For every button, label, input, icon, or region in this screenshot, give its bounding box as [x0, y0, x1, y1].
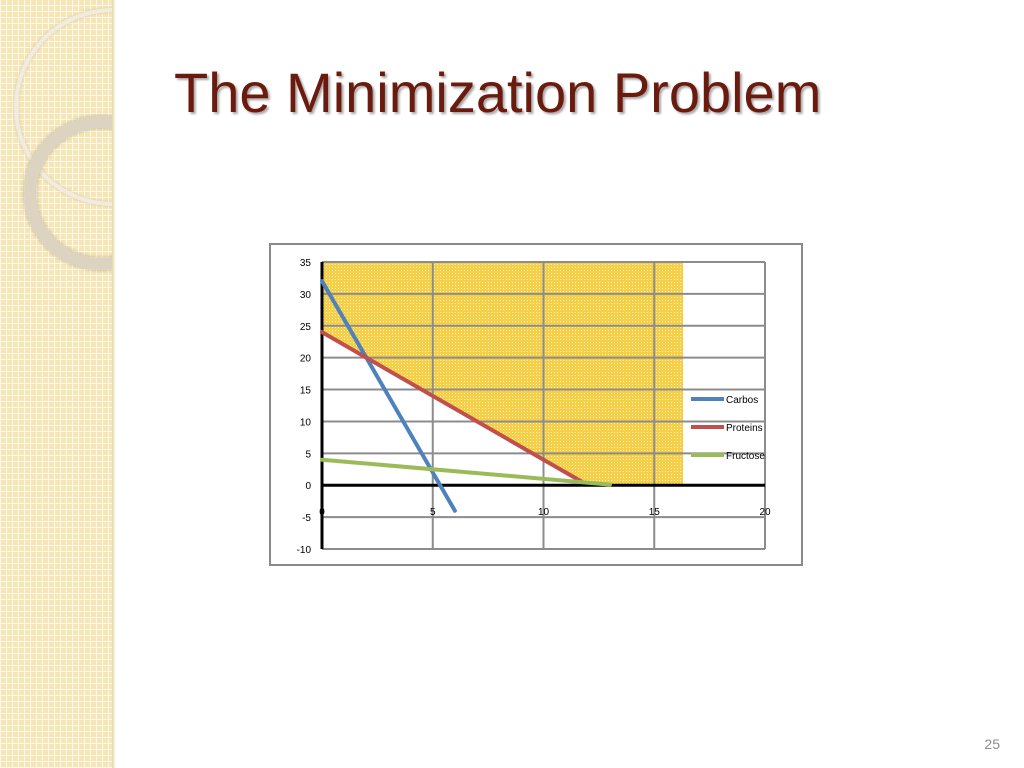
x-tick-label: 0: [319, 507, 325, 518]
legend-label-fructose: Fructose: [726, 451, 765, 462]
y-tick-label: 20: [300, 354, 312, 365]
x-tick-label: 15: [649, 507, 661, 518]
series-line-proteins: [320, 330, 584, 484]
side-panel-pattern: [0, 0, 112, 768]
y-tick-label: 10: [300, 417, 312, 428]
legend-label-proteins: Proteins: [726, 423, 763, 434]
series-line-carbos: [320, 279, 457, 513]
chart: 35 30 25 20 15 10 5 0 -5 -10 0 5 10 15 20 Carbos Protein…: [297, 258, 771, 556]
x-tick-label: 10: [538, 507, 550, 518]
feasible-region: [322, 262, 684, 486]
y-tick-label: 0: [305, 481, 311, 492]
y-tick-label: 15: [300, 386, 312, 397]
series-line-fructose: [320, 457, 612, 487]
legend-label-carbos: Carbos: [726, 395, 758, 406]
page-number: 25: [984, 736, 1000, 752]
chart-frame: 35 30 25 20 15 10 5 0 -5 -10 0 5 10 15 20 Carbos Protein…: [269, 243, 803, 566]
y-tick-label: 25: [300, 322, 312, 333]
side-panel-edge: [112, 0, 116, 768]
y-tick-label: -5: [302, 513, 311, 524]
y-tick-label: -10: [297, 545, 312, 556]
slide-title: The Minimization Problem: [174, 61, 822, 124]
x-tick-label: 5: [430, 507, 436, 518]
y-tick-label: 5: [305, 449, 311, 460]
y-tick-label: 30: [300, 290, 312, 301]
x-tick-label: 20: [759, 507, 771, 518]
y-tick-label: 35: [300, 258, 312, 269]
